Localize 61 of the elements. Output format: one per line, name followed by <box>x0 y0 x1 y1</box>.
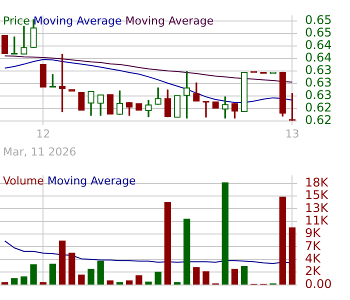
y-tick-label: 0.64 <box>305 38 332 52</box>
bar <box>68 252 76 285</box>
bar <box>116 282 124 285</box>
candlestick <box>136 103 142 111</box>
bar <box>145 282 152 285</box>
bar <box>279 196 286 285</box>
text: Volume <box>3 174 44 188</box>
candlestick <box>1 34 8 54</box>
bar <box>240 266 248 285</box>
y-tick-label: 0.64 <box>305 50 332 64</box>
bar <box>88 268 94 285</box>
bar <box>202 271 210 285</box>
y-tick-label: 11K <box>305 213 330 228</box>
x-tick-label: 13 <box>285 127 300 140</box>
candlestick <box>78 92 85 111</box>
x-tick-label: 12 <box>36 127 50 140</box>
y-tick-label: 0.62 <box>305 100 332 114</box>
text: Moving Average <box>47 174 136 188</box>
y-tick-label: 2K <box>305 264 322 278</box>
bar <box>1 282 8 285</box>
y-tick-label: 18K <box>305 175 330 190</box>
bar <box>222 182 228 285</box>
y-tick-label: 0.00 <box>305 276 332 291</box>
candlestick <box>106 94 114 114</box>
y-tick-label: 0.63 <box>305 75 332 90</box>
bar <box>193 267 200 285</box>
bar <box>174 282 181 285</box>
bar <box>106 280 114 285</box>
y-tick-label: 0.65 <box>305 12 332 27</box>
bar <box>183 218 190 285</box>
y-tick-label: 0.63 <box>305 62 332 77</box>
bar <box>97 260 104 285</box>
bar <box>49 264 56 285</box>
bar <box>30 264 37 285</box>
bar <box>288 227 296 285</box>
bar <box>40 282 46 285</box>
y-tick-label: 4K <box>305 252 322 266</box>
candlestick <box>174 95 181 118</box>
text: Mar, 11 2026 <box>3 145 76 158</box>
bar <box>154 272 162 285</box>
y-tick-label: 0.65 <box>305 25 332 40</box>
candlestick <box>240 72 248 112</box>
bar <box>11 278 18 285</box>
y-tick-label: 9K <box>305 226 322 240</box>
bar <box>136 275 142 285</box>
bar <box>58 240 66 285</box>
y-tick-label: 0.62 <box>305 112 332 127</box>
y-tick-label: 15K <box>305 188 330 202</box>
candlestick <box>212 101 219 109</box>
text: Moving Average <box>33 14 122 28</box>
bar <box>164 202 171 285</box>
bar <box>78 274 85 285</box>
bar <box>20 276 28 285</box>
bar <box>231 268 238 285</box>
series-label: Price <box>3 14 30 28</box>
text: Moving Average <box>125 14 214 28</box>
y-tick-label: 0.63 <box>305 88 332 102</box>
candlestick <box>40 64 46 88</box>
y-tick-label: 13K <box>305 200 330 215</box>
bar <box>126 280 133 285</box>
y-tick-label: 7K <box>305 238 322 253</box>
